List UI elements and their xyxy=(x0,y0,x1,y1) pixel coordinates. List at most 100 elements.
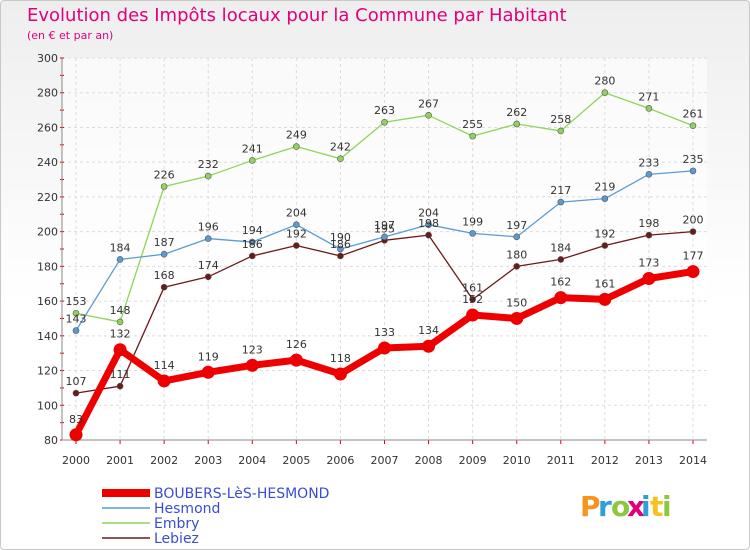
x-tick-label: 2012 xyxy=(591,454,619,467)
data-label: 194 xyxy=(242,224,263,237)
data-label: 186 xyxy=(330,238,351,251)
x-tick-label: 2006 xyxy=(326,454,354,467)
data-point xyxy=(425,112,432,119)
x-tick-label: 2000 xyxy=(62,454,90,467)
x-tick-label: 2002 xyxy=(150,454,178,467)
logo-letter: P xyxy=(580,490,601,523)
data-label: 150 xyxy=(506,296,527,309)
data-label: 83 xyxy=(69,413,83,426)
data-point xyxy=(160,283,168,291)
data-point xyxy=(293,242,300,249)
data-point xyxy=(337,155,344,163)
data-point xyxy=(554,291,568,305)
data-label: 111 xyxy=(110,368,131,381)
y-tick-label: 100 xyxy=(37,399,58,412)
data-label: 187 xyxy=(154,236,175,249)
data-point xyxy=(513,120,521,128)
x-tick-label: 2011 xyxy=(547,454,575,467)
data-label: 152 xyxy=(462,293,483,306)
y-tick-label: 160 xyxy=(37,295,58,308)
data-label: 190 xyxy=(330,231,351,244)
data-point xyxy=(204,172,212,180)
legend-label: Lebiez xyxy=(154,531,199,547)
chart-subtitle: (en € et par an) xyxy=(27,29,113,42)
data-label: 186 xyxy=(242,238,263,251)
x-tick-label: 2014 xyxy=(679,454,707,467)
data-point xyxy=(204,235,212,242)
data-point xyxy=(469,230,476,237)
data-point xyxy=(510,311,524,325)
data-point xyxy=(72,389,80,397)
data-point xyxy=(157,374,171,388)
data-point xyxy=(116,382,124,390)
logo-letter: i xyxy=(662,490,672,523)
data-label: 192 xyxy=(286,228,307,241)
data-label: 197 xyxy=(506,219,527,232)
x-tick-label: 2007 xyxy=(371,454,399,467)
data-label: 161 xyxy=(594,277,615,290)
data-point xyxy=(204,273,212,281)
data-point xyxy=(293,221,300,228)
data-label: 133 xyxy=(374,326,395,339)
data-label: 192 xyxy=(594,228,615,241)
data-label: 235 xyxy=(683,153,704,166)
data-label: 249 xyxy=(286,129,307,142)
data-label: 242 xyxy=(330,141,351,154)
logo-letter: i xyxy=(641,490,651,523)
data-label: 119 xyxy=(198,350,219,363)
data-label: 184 xyxy=(550,241,571,254)
data-point xyxy=(645,231,653,239)
data-label: 280 xyxy=(594,75,615,88)
axes xyxy=(60,57,707,444)
data-point xyxy=(160,183,168,190)
data-label: 173 xyxy=(638,257,659,270)
data-label: 198 xyxy=(418,217,439,230)
y-tick-label: 140 xyxy=(37,330,58,343)
data-point xyxy=(689,167,697,175)
data-point xyxy=(645,105,653,112)
data-point xyxy=(116,256,124,263)
data-label: 126 xyxy=(286,338,307,351)
y-tick-label: 240 xyxy=(37,156,58,169)
data-label: 168 xyxy=(154,269,175,282)
y-tick-label: 120 xyxy=(37,365,58,378)
data-label: 123 xyxy=(242,343,263,356)
logo-letter: x xyxy=(627,490,645,523)
data-label: 132 xyxy=(110,328,131,341)
data-label: 153 xyxy=(66,295,87,308)
series-lines xyxy=(69,89,700,442)
data-point xyxy=(469,132,476,140)
logo-letter: r xyxy=(598,490,612,523)
data-label: 199 xyxy=(462,215,483,228)
data-point xyxy=(557,256,565,263)
data-label: 114 xyxy=(154,359,175,372)
data-point xyxy=(248,157,256,164)
y-tick-label: 80 xyxy=(44,434,58,447)
y-tick-label: 300 xyxy=(37,52,58,65)
data-point xyxy=(601,89,609,97)
data-label: 200 xyxy=(683,214,704,227)
data-point xyxy=(557,127,565,135)
data-point xyxy=(289,353,303,367)
x-axis-ticks: 2000 2001 2002 2003 2004 2005 2006 2007 2008 2009… xyxy=(62,454,707,467)
x-tick-label: 2003 xyxy=(194,454,222,467)
data-point xyxy=(689,122,697,130)
data-label: 267 xyxy=(418,97,439,110)
data-label: 180 xyxy=(506,248,527,261)
data-label: 204 xyxy=(286,207,307,220)
y-tick-label: 260 xyxy=(37,121,58,134)
data-point xyxy=(381,233,388,241)
data-point xyxy=(378,341,391,355)
data-point xyxy=(69,428,83,442)
data-point xyxy=(466,308,480,322)
proxiti-logo: Pr oxi ti xyxy=(580,490,672,523)
data-label: 198 xyxy=(638,217,659,230)
legend-label: BOUBERS-LèS-HESMOND xyxy=(154,486,329,502)
data-label: 271 xyxy=(638,90,659,103)
data-point xyxy=(72,327,80,334)
data-point xyxy=(598,292,612,306)
x-tick-label: 2005 xyxy=(282,454,310,467)
x-tick-label: 2009 xyxy=(459,454,487,467)
